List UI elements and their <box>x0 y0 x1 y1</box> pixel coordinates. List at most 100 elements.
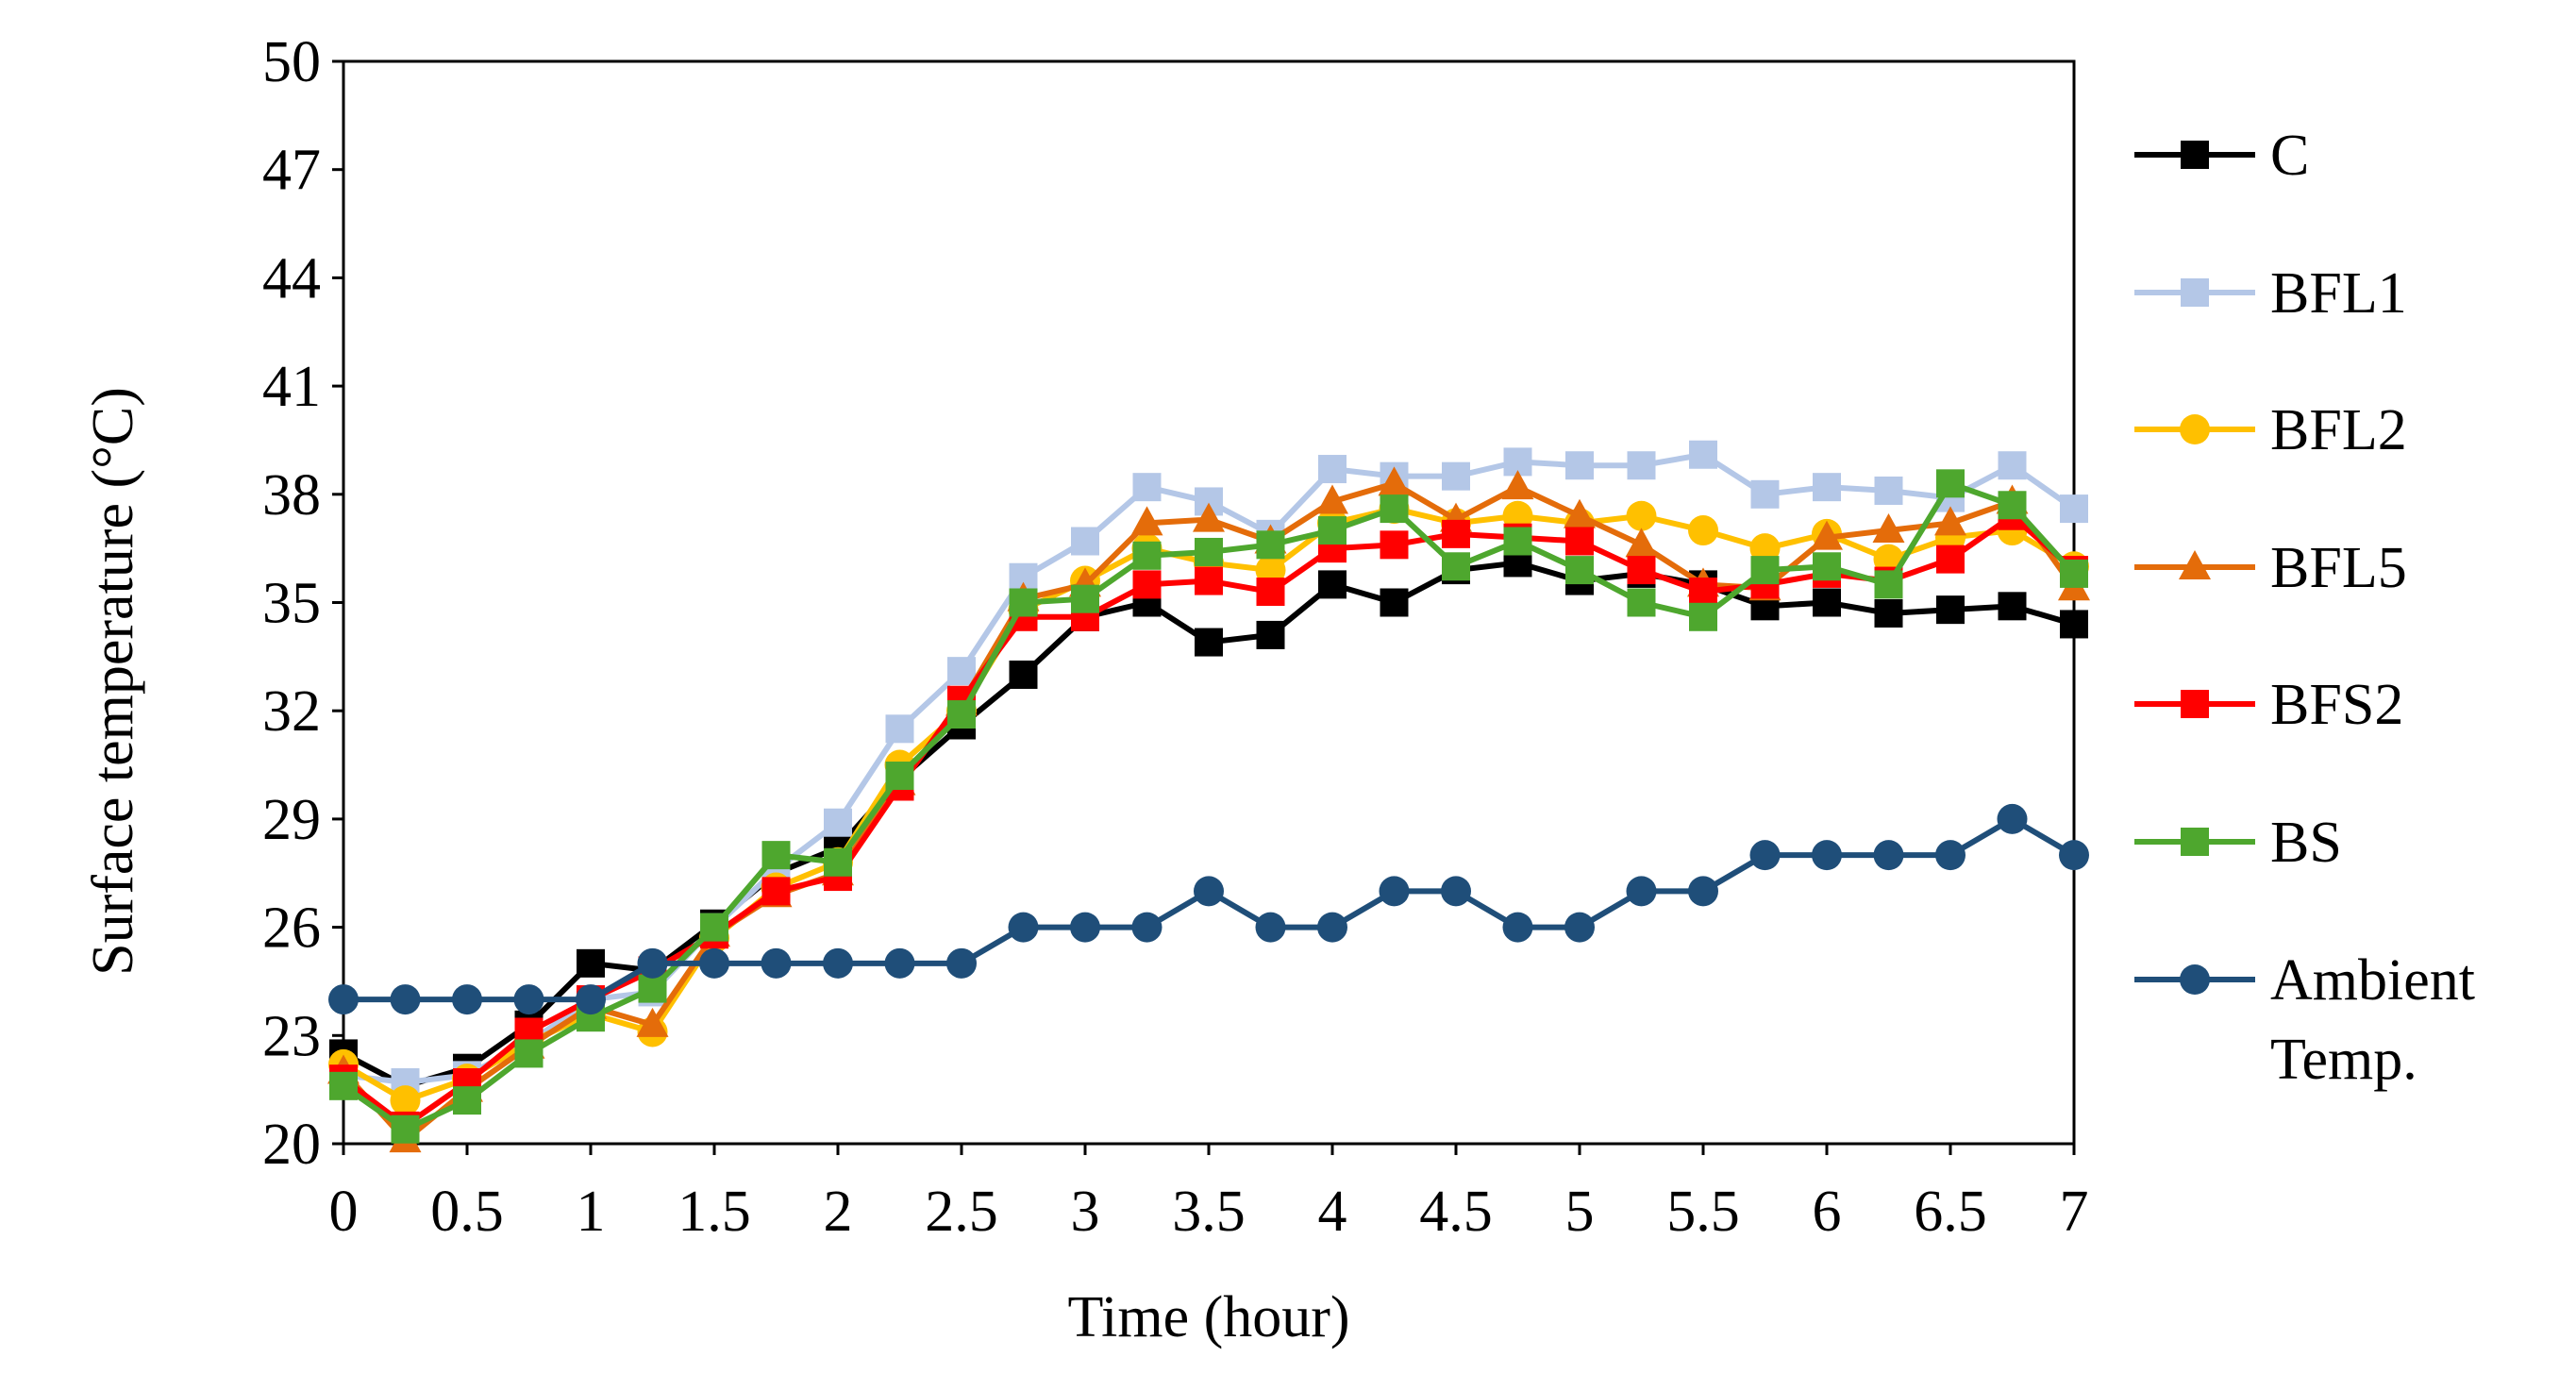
y-axis-title: Surface temperature (°C) <box>81 387 145 976</box>
data-point-bfl5 <box>636 1007 669 1037</box>
data-point-ambient-temp <box>1131 912 1163 943</box>
data-point-bfl2 <box>1688 515 1718 546</box>
data-point-bs <box>1380 494 1409 524</box>
data-point-bs <box>761 841 791 870</box>
data-point-bfl1 <box>2060 494 2088 524</box>
data-point-bfl1 <box>1442 461 1470 491</box>
data-point-bfl5 <box>1872 513 1905 544</box>
series-bs <box>329 469 2088 1144</box>
y-tick-label: 20 <box>262 1113 321 1177</box>
x-tick-label: 3.5 <box>1172 1180 1246 1244</box>
data-point-ambient-temp <box>637 947 668 979</box>
legend: C BFL1 BFL2 BFL5 BFS2 BS Ambient Temp. <box>2134 124 2475 1092</box>
y-tick-label: 50 <box>262 30 321 94</box>
axes: 20 23 26 29 32 35 38 41 44 47 50 0 0.5 1 1.5 2 2.5 3 3.5 4 4… <box>262 30 2089 1244</box>
x-tick-label: 6 <box>1813 1180 1842 1244</box>
data-point-ambient-temp <box>1502 912 1533 943</box>
data-point-bfs2 <box>1565 527 1594 556</box>
legend-label: BFL5 <box>2270 536 2407 600</box>
data-point-bfl5 <box>1130 506 1163 536</box>
data-point-bs <box>1009 588 1038 617</box>
data-point-ambient-temp <box>823 947 853 979</box>
data-point-ambient-temp <box>884 947 915 979</box>
data-point-bs <box>1256 530 1285 560</box>
data-point-bs <box>1503 527 1532 556</box>
legend-marker <box>2180 964 2210 995</box>
legend-label: BFL2 <box>2270 398 2407 462</box>
data-point-c <box>1380 588 1409 617</box>
data-point-c <box>1318 570 1347 599</box>
data-point-ambient-temp <box>1194 876 1224 907</box>
legend-item-bfl2: BFL2 <box>2134 398 2407 462</box>
data-point-bfl1 <box>1627 451 1656 480</box>
data-point-bfl1 <box>1071 527 1099 556</box>
x-tick-label: 5 <box>1565 1180 1595 1244</box>
x-tick-label: 7 <box>2060 1180 2089 1244</box>
legend-label: BS <box>2270 811 2342 875</box>
y-tick-label: 44 <box>262 246 321 310</box>
data-point-bfl1 <box>1874 476 1903 505</box>
data-point-bfs2 <box>1627 556 1656 585</box>
data-point-bfl5 <box>1501 470 1534 500</box>
data-point-bfs2 <box>761 877 791 906</box>
data-point-bs <box>638 974 667 1003</box>
data-point-bfl5 <box>1934 506 1966 536</box>
data-point-c <box>1813 588 1841 617</box>
data-point-ambient-temp <box>513 984 544 1015</box>
legend-marker <box>2181 278 2209 307</box>
data-point-ambient-temp <box>1873 840 1904 871</box>
data-point-c <box>1874 598 1903 628</box>
legend-item-bfl1: BFL1 <box>2134 261 2407 326</box>
data-point-bfs2 <box>1442 519 1470 548</box>
data-point-bs <box>1318 516 1347 545</box>
data-point-bfl5 <box>1564 498 1596 528</box>
data-point-bs <box>1132 541 1162 570</box>
x-tick-label: 0 <box>329 1180 359 1244</box>
data-point-bs <box>391 1114 420 1144</box>
x-tick-label: 3 <box>1071 1180 1100 1244</box>
y-tick-label: 38 <box>262 463 321 528</box>
data-point-bs <box>1936 469 1965 498</box>
series-layer <box>327 440 2090 1153</box>
data-point-c <box>1009 660 1038 689</box>
x-tick-label: 0.5 <box>430 1180 504 1244</box>
data-point-bfl2 <box>1626 500 1657 531</box>
data-point-ambient-temp <box>1626 876 1657 907</box>
data-point-ambient-temp <box>1997 803 2028 834</box>
data-point-ambient-temp <box>1070 912 1100 943</box>
y-tick-label: 29 <box>262 788 321 852</box>
data-point-bfl5 <box>1193 502 1225 532</box>
data-point-bs <box>514 1039 544 1068</box>
data-point-bs <box>885 762 914 791</box>
y-tick-label: 26 <box>262 896 321 961</box>
data-point-bfs2 <box>1256 578 1285 607</box>
data-point-bs <box>1195 537 1223 566</box>
data-point-bs <box>1689 602 1717 631</box>
legend-label: BFS2 <box>2270 673 2403 737</box>
y-tick-label: 32 <box>262 679 321 744</box>
data-point-bs <box>700 913 728 942</box>
data-point-bfs2 <box>1936 545 1965 574</box>
data-point-bs <box>1750 556 1780 585</box>
data-point-c <box>577 948 605 978</box>
data-point-bs <box>1442 552 1470 581</box>
data-point-bs <box>1627 588 1656 617</box>
data-point-bfl1 <box>947 657 976 686</box>
data-point-ambient-temp <box>1935 840 1965 871</box>
data-point-ambient-temp <box>761 947 792 979</box>
x-tick-label: 6.5 <box>1914 1180 1987 1244</box>
data-point-ambient-temp <box>1688 876 1718 907</box>
data-point-bfl1 <box>1813 473 1841 502</box>
data-point-bfl1 <box>885 714 914 744</box>
legend-item-ambient-temp: Ambient Temp. <box>2134 948 2475 1092</box>
data-point-bs <box>1813 552 1841 581</box>
data-point-bfl1 <box>1132 473 1162 502</box>
x-axis-title: Time (hour) <box>1067 1285 1349 1349</box>
data-point-c <box>1256 620 1285 649</box>
legend-marker <box>2181 690 2209 718</box>
data-point-bfs2 <box>1195 566 1223 595</box>
legend-item-c: C <box>2134 124 2309 188</box>
x-tick-label: 4 <box>1318 1180 1347 1244</box>
data-point-bfl5 <box>1625 528 1658 558</box>
